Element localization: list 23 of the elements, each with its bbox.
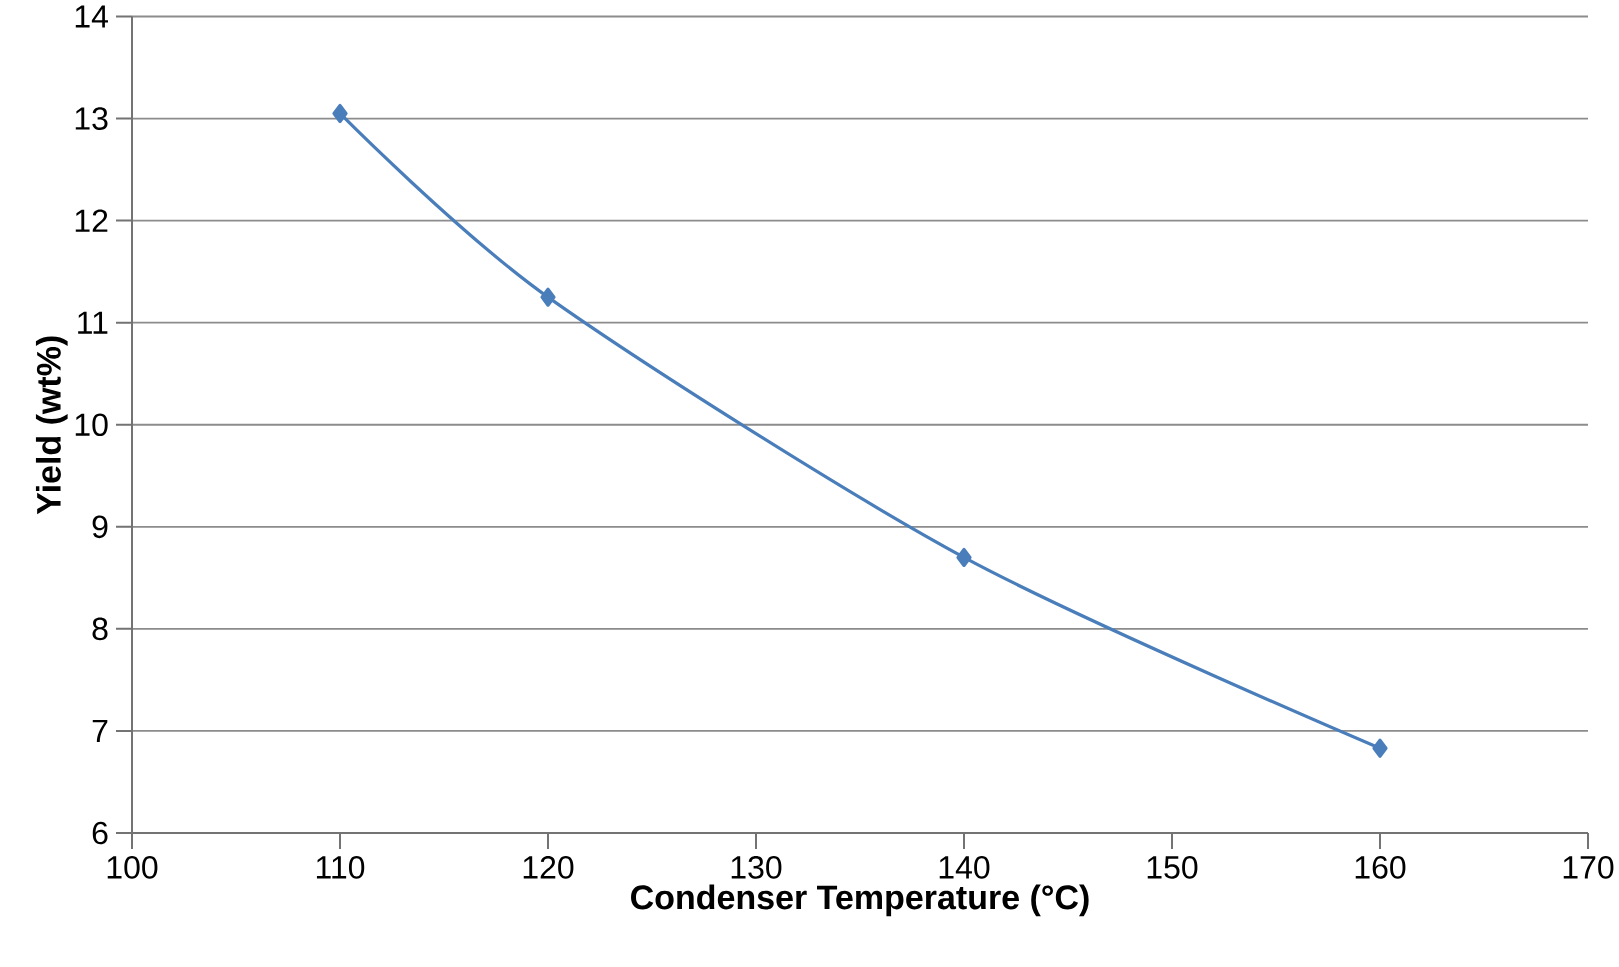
x-tick-label: 120 — [523, 856, 574, 879]
point — [332, 103, 348, 124]
y-tick-label: 10 — [75, 413, 108, 437]
y-tick-label: 8 — [92, 617, 108, 641]
y-tick-label: 12 — [75, 209, 108, 232]
x-tick-label: 110 — [316, 856, 365, 879]
y-tick-label: 6 — [92, 821, 108, 845]
y-tick-label: 13 — [75, 107, 108, 130]
x-tick-label: 160 — [1355, 856, 1406, 879]
point — [540, 287, 556, 307]
x-tick-label: 140 — [939, 856, 990, 879]
x-axis-title: Condenser Temperature (°C) — [631, 884, 1089, 917]
x-tick-label: 150 — [1147, 856, 1198, 879]
point — [956, 547, 972, 568]
y-tick-label: 14 — [75, 5, 108, 28]
x-tick-label: 130 — [731, 856, 782, 879]
y-axis-title: Yield (wt%) — [35, 336, 68, 515]
y-tick-label: 7 — [92, 719, 108, 742]
y-tick-label: 9 — [92, 515, 108, 539]
point — [1372, 738, 1388, 758]
x-tick-label: 100 — [107, 856, 158, 879]
y-tick-label: 11 — [78, 311, 108, 334]
x-tick-label: 170 — [1563, 856, 1614, 879]
